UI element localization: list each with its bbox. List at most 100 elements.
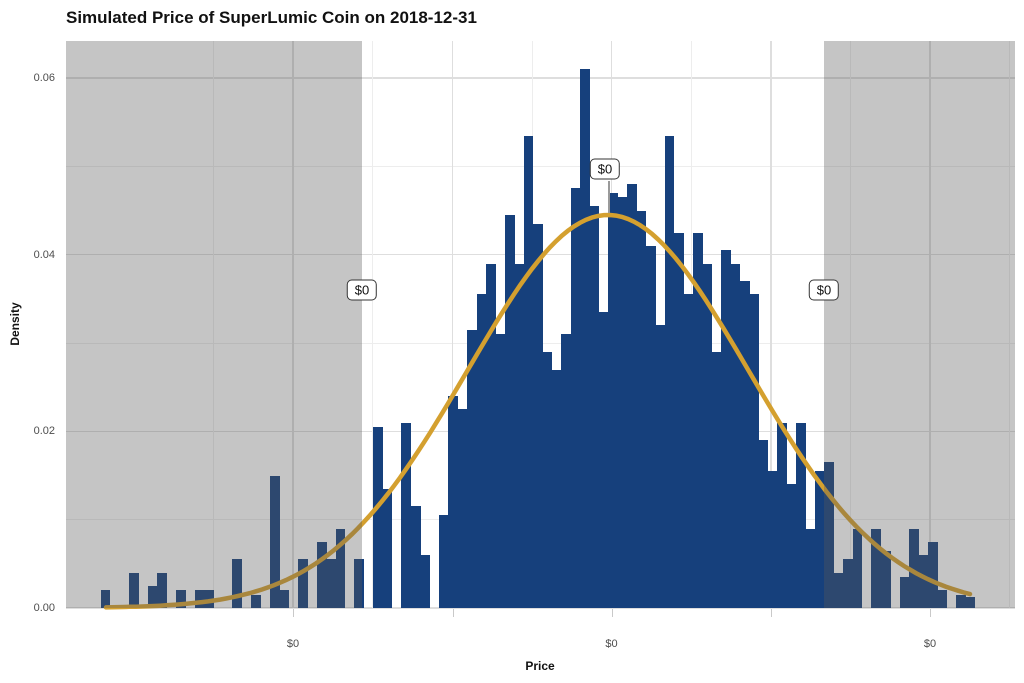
histogram-bar	[354, 559, 365, 608]
x-tick-label: $0	[605, 638, 618, 650]
histogram-bar	[486, 263, 496, 608]
histogram-bar	[542, 351, 553, 608]
histogram-bar	[551, 369, 562, 608]
histogram-bar	[909, 528, 919, 608]
lower-bound-label: $0	[346, 279, 378, 301]
histogram-bar	[523, 135, 534, 608]
histogram-bar	[739, 281, 750, 608]
histogram-bar	[410, 506, 421, 608]
histogram-bar	[100, 590, 111, 608]
y-axis-title-text: Density	[8, 302, 22, 346]
histogram-bar	[448, 396, 459, 608]
histogram-bar	[636, 210, 647, 608]
y-tick-label: 0.02	[33, 425, 55, 438]
histogram-bar	[796, 422, 806, 608]
grid-minor-horizontal	[66, 165, 1015, 167]
histogram-bar	[702, 263, 712, 608]
mean-label: $0	[589, 158, 621, 180]
upper-bound-label: $0	[808, 279, 840, 301]
histogram-bar	[589, 206, 600, 608]
grid-major-horizontal	[66, 607, 1015, 609]
x-axis-title-text: Price	[525, 659, 555, 673]
histogram-bar	[335, 528, 346, 608]
density-curve-line	[103, 212, 973, 610]
mean-label-stem	[608, 181, 610, 213]
histogram-bar	[692, 232, 703, 608]
histogram-bar	[777, 422, 788, 608]
histogram-bar	[373, 426, 383, 608]
y-tick-label: 0.00	[33, 602, 55, 614]
histogram-bar	[533, 223, 543, 608]
histogram-bar	[899, 577, 910, 608]
x-tick-mark	[930, 608, 931, 617]
x-tick-mark	[452, 608, 454, 617]
histogram-bar	[232, 559, 242, 608]
x-tick-label: $0	[923, 638, 937, 650]
histogram-bar	[269, 475, 280, 608]
histogram-bar	[965, 597, 976, 608]
histogram-bar	[937, 590, 947, 608]
histogram-bar	[570, 188, 581, 608]
density-curve	[103, 212, 973, 610]
y-tick-label: 0.04	[33, 248, 55, 261]
histogram-bar	[749, 294, 759, 608]
histogram-bar	[279, 590, 289, 608]
histogram-bar	[420, 555, 430, 608]
histogram-bar	[627, 184, 637, 608]
grid-major-vertical	[929, 41, 931, 608]
histogram-bar	[805, 528, 816, 608]
histogram-bar	[298, 559, 308, 608]
histogram-bar	[157, 572, 167, 608]
histogram-bar	[194, 590, 205, 608]
histogram-bar	[730, 263, 741, 608]
histogram-bar	[843, 559, 853, 608]
histogram-bar	[824, 462, 835, 608]
histogram-bar	[683, 294, 694, 608]
grid-major-vertical	[451, 41, 454, 608]
grid-minor-vertical	[850, 41, 851, 608]
histogram-bar	[514, 263, 524, 608]
grid-major-vertical	[770, 41, 772, 608]
x-tick-label: $0	[286, 638, 300, 650]
histogram-bar	[880, 550, 891, 608]
histogram-bar	[147, 585, 158, 608]
grid-minor-vertical	[372, 41, 374, 608]
x-tick-mark	[293, 608, 294, 617]
histogram-bar	[721, 250, 731, 608]
x-tick-mark	[771, 608, 772, 617]
y-tick-label: 0.06	[33, 72, 55, 85]
histogram-bar	[617, 197, 628, 608]
histogram-bar	[476, 294, 487, 608]
histogram-bar	[175, 590, 186, 608]
histogram-bar	[382, 488, 393, 608]
plot-panel: $0 $0 $0	[66, 41, 1015, 610]
histogram-bar	[674, 232, 684, 608]
histogram-bar	[664, 135, 675, 608]
histogram-bar	[251, 594, 261, 608]
histogram-bar	[401, 422, 412, 608]
y-axis-title: Density	[8, 281, 22, 345]
histogram-bar	[768, 471, 778, 608]
grid-major-horizontal	[66, 77, 1015, 79]
histogram-bar	[927, 541, 938, 608]
histogram-bar	[495, 334, 506, 608]
histogram-bar	[786, 484, 797, 608]
histogram-bar	[815, 471, 825, 608]
grid-major-vertical	[292, 41, 294, 608]
histogram-bar	[655, 325, 665, 608]
histogram-bar	[598, 312, 609, 608]
grid-minor-vertical	[213, 41, 214, 608]
histogram-bar	[439, 515, 449, 608]
histogram-bar	[711, 351, 722, 608]
histogram-bar	[316, 541, 327, 608]
histogram-bar	[852, 528, 863, 608]
histogram-bar	[467, 329, 477, 608]
histogram-bar	[457, 409, 468, 608]
shade-region-left	[66, 41, 362, 608]
histogram-bar	[326, 559, 336, 608]
x-tick-mark	[611, 608, 613, 617]
histogram-bar	[956, 594, 966, 608]
shade-region-right	[824, 41, 1015, 608]
histogram-bar	[871, 528, 882, 608]
